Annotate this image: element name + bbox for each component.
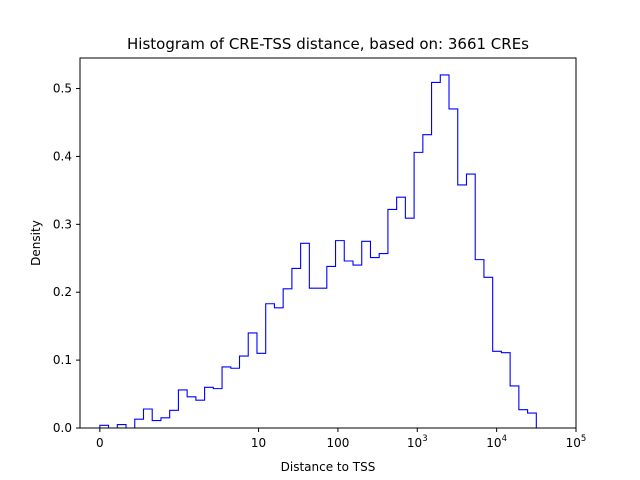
histogram-bin (205, 387, 214, 428)
histogram-bin (432, 82, 441, 428)
histogram-bin (336, 241, 345, 428)
histogram-step-line (99, 74, 537, 429)
histogram-bin (274, 308, 283, 428)
x-tick-label: 100 (326, 436, 349, 450)
histogram-bin (196, 400, 205, 428)
y-tick-label: 0.4 (53, 149, 72, 163)
histogram-bin (484, 277, 493, 428)
histogram-bin (161, 418, 170, 428)
chart-title: Histogram of CRE-TSS distance, based on:… (127, 35, 529, 53)
axes-frame (79, 57, 577, 429)
histogram-bin (466, 174, 475, 428)
histogram-bin (170, 410, 179, 428)
histogram-bin (266, 304, 275, 428)
histogram-bin (318, 288, 327, 428)
histogram-bin (388, 209, 397, 428)
histogram-bin (231, 368, 240, 428)
x-axis-label: Distance to TSS (281, 460, 376, 474)
histogram-bin (135, 419, 144, 428)
histogram-bin (405, 218, 414, 428)
histogram-bin (143, 409, 152, 428)
y-tick-label: 0.0 (53, 421, 72, 435)
histogram-bin (397, 197, 406, 428)
histogram-bin (501, 353, 510, 428)
histogram-bin (440, 75, 449, 428)
y-tick-label: 0.3 (53, 217, 72, 231)
histogram-bin (240, 356, 249, 428)
x-tick-label: 104 (486, 434, 507, 450)
histogram-bin (257, 353, 266, 428)
histogram-bin (248, 333, 257, 428)
histogram-bin (222, 367, 231, 428)
ticks-layer: 0101001031041051060.00.10.20.30.40.5 (53, 82, 587, 450)
histogram-bin (301, 243, 310, 428)
histogram-bin (283, 289, 292, 428)
histogram-bin (292, 268, 301, 428)
histogram-bin (510, 386, 519, 428)
histogram-bin (309, 288, 318, 428)
x-tick-label: 103 (407, 434, 428, 450)
histogram-bin (344, 261, 353, 428)
x-tick-label: 105 (566, 434, 587, 450)
histogram-bin (152, 421, 161, 428)
histogram-bin (379, 254, 388, 428)
y-axis-label: Density (29, 220, 43, 266)
x-tick-label: 10 (251, 436, 266, 450)
histogram-bin (370, 258, 379, 428)
histogram-bin (327, 266, 336, 428)
histogram-bin (178, 390, 187, 428)
histogram-bin (117, 425, 126, 428)
histogram-bin (528, 413, 537, 428)
histogram-bin (493, 351, 502, 428)
y-tick-label: 0.2 (53, 285, 72, 299)
histogram-bin (519, 410, 528, 428)
x-tick-label: 0 (96, 436, 104, 450)
histogram-bin (449, 109, 458, 428)
y-tick-label: 0.1 (53, 353, 72, 367)
histogram-bin (414, 152, 423, 428)
plot-layer (99, 74, 537, 429)
histogram-bin (353, 265, 362, 428)
axes-background (80, 58, 576, 428)
histogram-bin (458, 185, 467, 428)
histogram-bin (213, 389, 222, 428)
histogram-bin (187, 397, 196, 428)
histogram-bin (475, 260, 484, 428)
histogram-bin (362, 241, 371, 428)
y-tick-label: 0.5 (53, 82, 72, 96)
histogram-bin (423, 135, 432, 428)
